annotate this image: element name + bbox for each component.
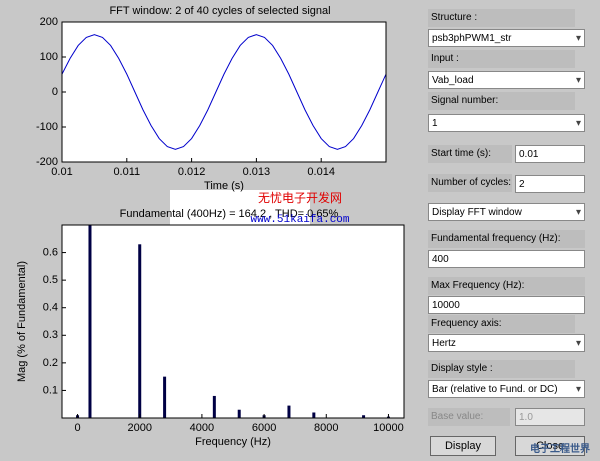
bar [212, 395, 216, 418]
x-tick-label: 6000 [252, 422, 276, 434]
y-axis-label: Mag (% of Fundamental) [16, 261, 28, 382]
dropdown[interactable]: psb3phPWM1_str [428, 29, 585, 47]
label: Display style : [428, 360, 575, 378]
watermark-url: www.51kaifa.com [250, 214, 349, 226]
data-layer [62, 34, 386, 150]
chart-title: Fundamental (400Hz) = 164.2 , THD= 0.65% [120, 208, 339, 220]
y-tick-label: 0 [52, 86, 58, 98]
edit[interactable]: 2 [515, 175, 585, 193]
axes-background [62, 225, 404, 418]
x-axis-label: Frequency (Hz) [195, 436, 271, 448]
label: Max Frequency (Hz): [428, 277, 585, 295]
label: Start time (s): [428, 145, 512, 163]
label: Number of cycles: [428, 174, 512, 192]
label: Base value: [428, 408, 510, 426]
dropdown[interactable]: Vab_load [428, 71, 585, 89]
axes-background [62, 22, 386, 162]
dropdown[interactable]: 1 [428, 114, 585, 132]
edit: 1.0 [515, 408, 585, 426]
x-tick-label: 8000 [314, 422, 338, 434]
y-tick-label: 0.4 [43, 302, 58, 314]
y-tick-label: 0.2 [43, 357, 58, 369]
label: Frequency axis: [428, 315, 575, 333]
watermark-cn: 无忧电子开发网 [258, 190, 342, 205]
edit[interactable]: 10000 [428, 296, 585, 314]
signal-line [62, 34, 386, 150]
y-tick-label: 0.5 [43, 274, 58, 286]
label: Signal number: [428, 92, 575, 110]
y-tick-label: 0.6 [43, 246, 58, 258]
dropdown[interactable]: Hertz [428, 334, 585, 352]
x-tick-label: 2000 [127, 422, 151, 434]
y-tick-label: 0.3 [43, 329, 58, 341]
x-tick-label: 0.014 [307, 166, 335, 178]
dropdown[interactable]: Display FFT window [428, 203, 585, 221]
dropdown[interactable]: Bar (relative to Fund. or DC) [428, 380, 585, 398]
y-tick-label: -100 [36, 121, 58, 133]
x-tick-label: 0 [74, 422, 80, 434]
x-tick-label: 0.011 [113, 166, 140, 178]
logo: 电子工程世界 [530, 444, 590, 455]
close-button[interactable]: Close [515, 436, 585, 456]
bar [88, 225, 92, 418]
bar [163, 376, 167, 418]
y-tick-label: 0.1 [43, 384, 58, 396]
y-tick-label: -200 [36, 156, 58, 168]
x-tick-label: 10000 [373, 422, 404, 434]
label: Fundamental frequency (Hz): [428, 230, 585, 248]
x-tick-label: 0.012 [178, 166, 206, 178]
bar [362, 415, 366, 418]
bar [237, 409, 241, 418]
edit[interactable]: 0.01 [515, 145, 585, 163]
x-axis-label: Time (s) [204, 180, 244, 192]
x-tick-label: 0.013 [243, 166, 271, 178]
display-button[interactable]: Display [430, 436, 496, 456]
plots: 0.01 0.011 0.012 0.013 0.014 -200 -100 0 100 200 F… [16, 5, 405, 448]
x-tick-label: 4000 [190, 422, 214, 434]
axes-frame [61, 224, 405, 419]
bar [312, 412, 316, 418]
label: Structure : [428, 9, 575, 27]
chart-title: FFT window: 2 of 40 cycles of selected s… [109, 5, 330, 17]
y-tick-label: 100 [40, 51, 58, 63]
edit[interactable]: 400 [428, 250, 585, 268]
y-tick-label: 200 [40, 16, 58, 28]
bar [138, 244, 142, 418]
label: Input : [428, 50, 575, 68]
bar [287, 405, 291, 418]
x-tick-label: 0.01 [51, 166, 72, 178]
